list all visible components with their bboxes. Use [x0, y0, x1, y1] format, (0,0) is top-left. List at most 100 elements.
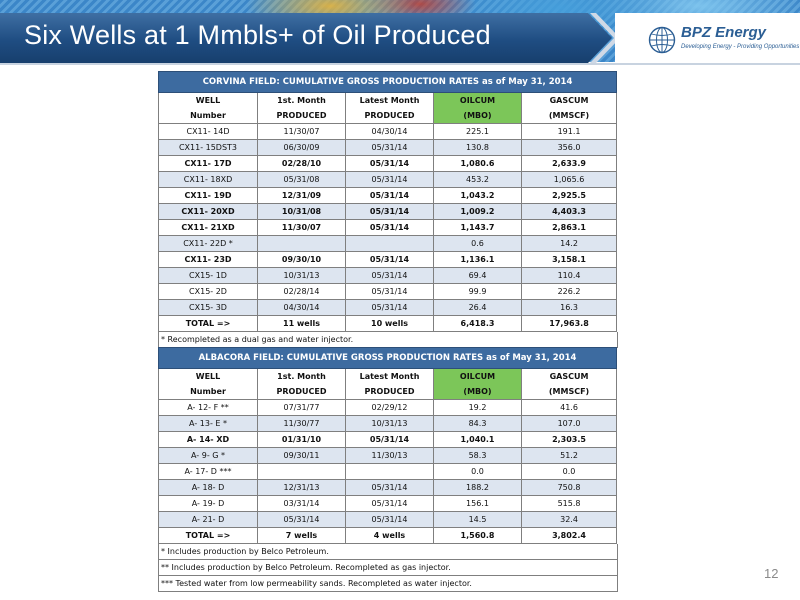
- first-month-cell: 10/31/13: [257, 267, 346, 284]
- total-latest-month-cell: 10 wells: [345, 315, 434, 332]
- table-row: CX11- 21XD 11/30/07 05/31/14 1,143.7 2,863.1: [158, 219, 618, 236]
- well-cell: CX11- 14D: [158, 123, 258, 140]
- latest-month-cell: 05/31/14: [345, 171, 434, 188]
- oilcum-cell: 188.2: [433, 479, 522, 496]
- total-first-month-cell: 7 wells: [257, 527, 346, 544]
- latest-month-cell: 05/31/14: [345, 139, 434, 156]
- table-row: A- 17- D *** 0.0 0.0: [158, 463, 618, 480]
- total-first-month-cell: 11 wells: [257, 315, 346, 332]
- first-month-cell: [257, 463, 346, 480]
- column-subheader-first-month: PRODUCED: [257, 384, 346, 400]
- header-divider: [0, 63, 800, 65]
- latest-month-cell: 02/29/12: [345, 399, 434, 416]
- first-month-cell: 09/30/10: [257, 251, 346, 268]
- first-month-cell: 02/28/10: [257, 155, 346, 172]
- latest-month-cell: 05/31/14: [345, 511, 434, 528]
- gascum-cell: 107.0: [520, 415, 618, 432]
- oilcum-cell: 99.9: [433, 283, 522, 300]
- well-cell: A- 19- D: [158, 495, 258, 512]
- oilcum-cell: 1,143.7: [433, 219, 522, 236]
- gascum-cell: 110.4: [520, 267, 618, 284]
- gascum-cell: 2,303.5: [520, 431, 618, 448]
- column-subheader-well: Number: [158, 108, 258, 124]
- oilcum-cell: 130.8: [433, 139, 522, 156]
- first-month-cell: 11/30/77: [257, 415, 346, 432]
- gascum-cell: 51.2: [520, 447, 618, 464]
- oilcum-cell: 1,043.2: [433, 187, 522, 204]
- well-cell: A- 14- XD: [158, 431, 258, 448]
- footnote: ** Includes production by Belco Petroleu…: [158, 560, 618, 576]
- latest-month-cell: 05/31/14: [345, 431, 434, 448]
- gascum-cell: 14.2: [520, 235, 618, 252]
- column-subheader-oilcum: (MBO): [433, 384, 522, 400]
- table-body: CX11- 14D 11/30/07 04/30/14 225.1 191.1 CX11-…: [158, 123, 618, 332]
- oilcum-cell: 1,080.6: [433, 155, 522, 172]
- table-row: CX11- 23D 09/30/10 05/31/14 1,136.1 3,158.1: [158, 251, 618, 268]
- table-body: A- 12- F ** 07/31/77 02/29/12 19.2 41.6 A- 13…: [158, 399, 618, 544]
- well-cell: A- 9- G *: [158, 447, 258, 464]
- latest-month-cell: 04/30/14: [345, 123, 434, 140]
- title-banner: [0, 13, 612, 63]
- first-month-cell: 04/30/14: [257, 299, 346, 316]
- latest-month-cell: 05/31/14: [345, 495, 434, 512]
- table-row: CX11- 19D 12/31/09 05/31/14 1,043.2 2,925.5: [158, 187, 618, 204]
- first-month-cell: 11/30/07: [257, 123, 346, 140]
- latest-month-cell: [345, 463, 434, 480]
- table-row: CX11- 14D 11/30/07 04/30/14 225.1 191.1: [158, 123, 618, 140]
- gascum-cell: 2,633.9: [520, 155, 618, 172]
- table-row: CX11- 15DST3 06/30/09 05/31/14 130.8 356.0: [158, 139, 618, 156]
- table-row: CX15- 2D 02/28/14 05/31/14 99.9 226.2: [158, 283, 618, 300]
- oilcum-cell: 69.4: [433, 267, 522, 284]
- column-header-gascum: GASCUM: [520, 92, 618, 108]
- gascum-cell: 226.2: [520, 283, 618, 300]
- latest-month-cell: 05/31/14: [345, 283, 434, 300]
- column-header-well: WELL: [158, 92, 258, 108]
- gascum-cell: 3,158.1: [520, 251, 618, 268]
- company-logo-tagline: Developing Energy - Providing Opportunit…: [681, 44, 800, 50]
- first-month-cell: 06/30/09: [257, 139, 346, 156]
- well-cell: A- 21- D: [158, 511, 258, 528]
- gascum-cell: 191.1: [520, 123, 618, 140]
- latest-month-cell: 05/31/14: [345, 299, 434, 316]
- well-cell: A- 13- E *: [158, 415, 258, 432]
- column-header-oilcum: OILCUM: [433, 92, 522, 108]
- column-subheader-gascum: (MMSCF): [520, 108, 618, 124]
- total-oilcum-cell: 6,418.3: [433, 315, 522, 332]
- page-number: 12: [764, 566, 779, 581]
- latest-month-cell: 05/31/14: [345, 267, 434, 284]
- table-row: A- 9- G * 09/30/11 11/30/13 58.3 51.2: [158, 447, 618, 464]
- oilcum-cell: 0.0: [433, 463, 522, 480]
- gascum-cell: 41.6: [520, 399, 618, 416]
- column-header-well: WELL: [158, 368, 258, 384]
- table-row: CX11- 18XD 05/31/08 05/31/14 453.2 1,065.6: [158, 171, 618, 188]
- gascum-cell: 32.4: [520, 511, 618, 528]
- column-subheader-latest-month: PRODUCED: [345, 108, 434, 124]
- oilcum-cell: 156.1: [433, 495, 522, 512]
- footnotes: * Recompleted as a dual gas and water in…: [158, 332, 618, 348]
- well-cell: CX11- 23D: [158, 251, 258, 268]
- well-cell: A- 12- F **: [158, 399, 258, 416]
- first-month-cell: 05/31/14: [257, 511, 346, 528]
- total-well-cell: TOTAL =>: [158, 315, 258, 332]
- gascum-cell: 750.8: [520, 479, 618, 496]
- well-cell: A- 18- D: [158, 479, 258, 496]
- table-row: A- 13- E * 11/30/77 10/31/13 84.3 107.0: [158, 415, 618, 432]
- column-subheader-gascum: (MMSCF): [520, 384, 618, 400]
- table-row: CX11- 17D 02/28/10 05/31/14 1,080.6 2,633.9: [158, 155, 618, 172]
- table-row: A- 18- D 12/31/13 05/31/14 188.2 750.8: [158, 479, 618, 496]
- gascum-cell: 356.0: [520, 139, 618, 156]
- oilcum-cell: 225.1: [433, 123, 522, 140]
- column-header-latest-month: Latest Month: [345, 92, 434, 108]
- gascum-cell: 0.0: [520, 463, 618, 480]
- latest-month-cell: 05/31/14: [345, 251, 434, 268]
- oilcum-cell: 1,009.2: [433, 203, 522, 220]
- gascum-cell: 515.8: [520, 495, 618, 512]
- oilcum-cell: 19.2: [433, 399, 522, 416]
- company-logo-name: BPZ Energy: [681, 24, 767, 41]
- column-subheader-well: Number: [158, 384, 258, 400]
- first-month-cell: 12/31/13: [257, 479, 346, 496]
- gascum-cell: 4,403.3: [520, 203, 618, 220]
- oilcum-cell: 58.3: [433, 447, 522, 464]
- globe-logo-icon: [648, 26, 676, 54]
- oilcum-cell: 26.4: [433, 299, 522, 316]
